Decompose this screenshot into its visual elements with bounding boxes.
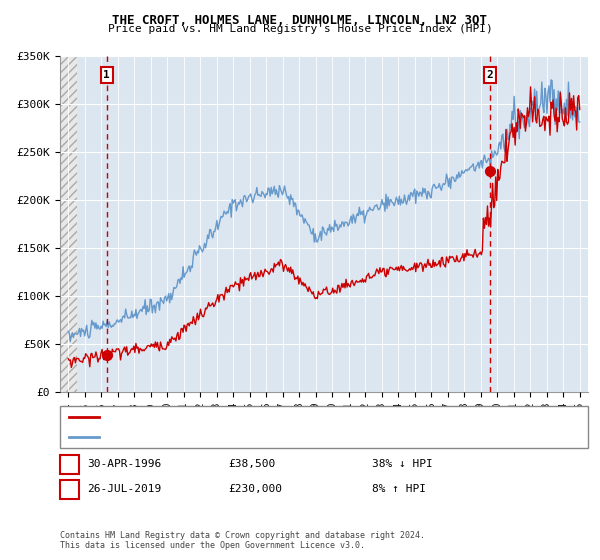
Text: HPI: Average price, detached house, West Lindsey: HPI: Average price, detached house, West… <box>105 432 387 442</box>
Bar <box>77 56 588 392</box>
Text: 1: 1 <box>103 70 110 80</box>
Text: THE CROFT, HOLMES LANE, DUNHOLME, LINCOLN, LN2 3QT: THE CROFT, HOLMES LANE, DUNHOLME, LINCOL… <box>113 14 487 27</box>
Text: 2: 2 <box>487 70 493 80</box>
Text: THE CROFT, HOLMES LANE, DUNHOLME, LINCOLN, LN2 3QT (detached house): THE CROFT, HOLMES LANE, DUNHOLME, LINCOL… <box>105 412 499 422</box>
Text: 26-JUL-2019: 26-JUL-2019 <box>87 484 161 494</box>
Text: 2: 2 <box>66 484 73 494</box>
Text: Price paid vs. HM Land Registry's House Price Index (HPI): Price paid vs. HM Land Registry's House … <box>107 24 493 34</box>
Text: 30-APR-1996: 30-APR-1996 <box>87 459 161 469</box>
Text: £230,000: £230,000 <box>228 484 282 494</box>
Text: Contains HM Land Registry data © Crown copyright and database right 2024.
This d: Contains HM Land Registry data © Crown c… <box>60 530 425 550</box>
Text: 8% ↑ HPI: 8% ↑ HPI <box>372 484 426 494</box>
Text: £38,500: £38,500 <box>228 459 275 469</box>
Bar <box>60 56 77 392</box>
Text: 1: 1 <box>66 459 73 469</box>
Text: 38% ↓ HPI: 38% ↓ HPI <box>372 459 433 469</box>
